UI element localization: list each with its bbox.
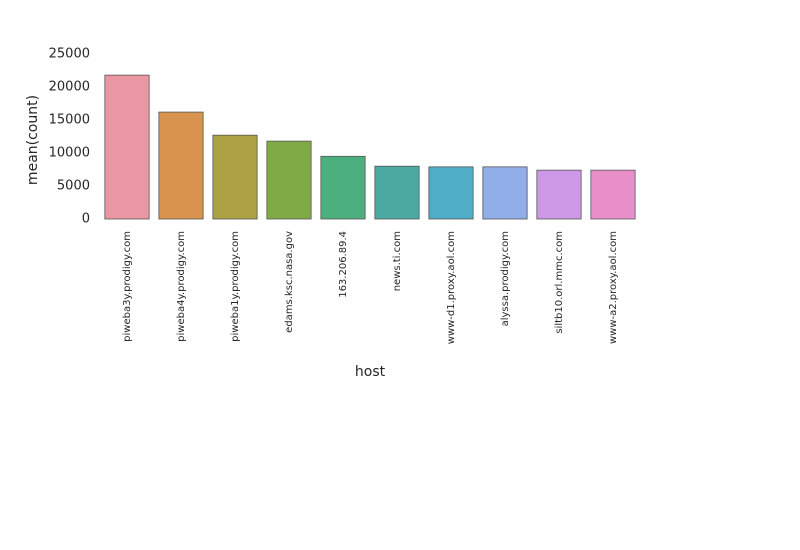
x-tick-label: 163.206.89.4	[338, 231, 349, 298]
y-tick-label: 20000	[49, 80, 90, 95]
bar	[266, 140, 312, 220]
x-tick-label: piweba3y.prodigy.com	[122, 231, 133, 342]
bar	[374, 165, 420, 220]
x-tick-label: piweba1y.prodigy.com	[230, 231, 241, 342]
x-axis-label: host	[355, 364, 386, 380]
y-tick-label: 25000	[49, 47, 90, 62]
x-tick-label: www-d1.proxy.aol.com	[446, 231, 457, 344]
bar	[536, 169, 582, 220]
x-tick-label: siltb10.orl.mmc.com	[554, 231, 565, 334]
x-tick-label: edams.ksc.nasa.gov	[284, 231, 295, 333]
bar	[158, 111, 204, 220]
x-tick-label: piweba4y.prodigy.com	[176, 231, 187, 342]
x-tick-label: www-a2.proxy.aol.com	[608, 231, 619, 344]
x-tick-label: news.ti.com	[392, 231, 403, 291]
y-tick-label: 15000	[49, 113, 90, 128]
bar	[212, 134, 258, 220]
y-tick-label: 10000	[49, 146, 90, 161]
bar	[428, 166, 474, 220]
bar	[104, 74, 150, 220]
y-tick-label: 0	[82, 212, 90, 227]
bar	[320, 155, 366, 220]
bar	[590, 169, 636, 220]
y-tick-label: 5000	[57, 179, 90, 194]
y-axis-label: mean(count)	[25, 95, 41, 185]
x-tick-label: alyssa.prodigy.com	[500, 231, 511, 326]
bar	[482, 166, 528, 220]
